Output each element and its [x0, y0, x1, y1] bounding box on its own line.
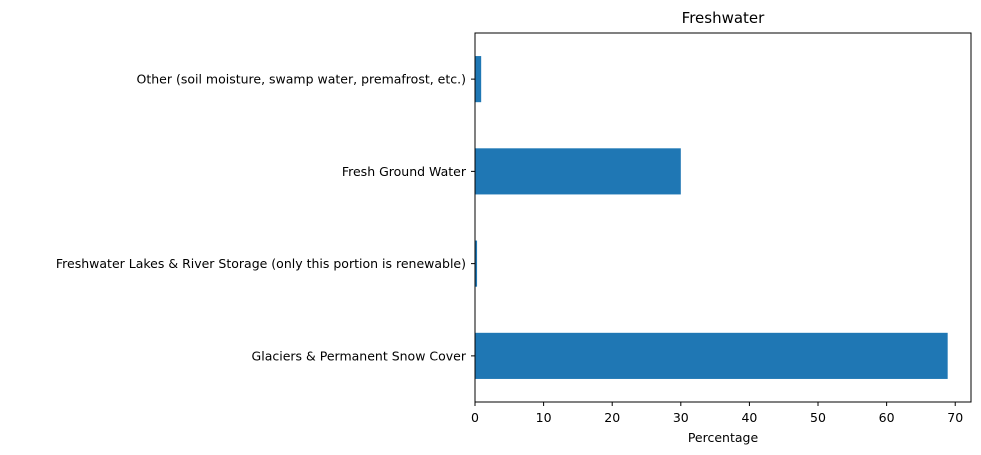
bar-3	[475, 56, 482, 103]
plot-frame	[474, 32, 972, 403]
x-tick-label-5: 50	[810, 410, 826, 425]
x-tick-label-0: 0	[471, 410, 479, 425]
chart-title: Freshwater	[682, 9, 765, 27]
y-axis-ticks: Glaciers & Permanent Snow Cover Freshwate…	[56, 72, 475, 363]
x-axis-ticks: 0 10 20 30 40 50 60 70	[471, 402, 963, 425]
x-axis-label: Percentage	[688, 430, 759, 445]
x-tick-label-6: 60	[879, 410, 895, 425]
x-tick-label-3: 30	[673, 410, 689, 425]
y-tick-label-1: Freshwater Lakes & River Storage (only t…	[56, 256, 466, 271]
y-tick-label-2: Fresh Ground Water	[342, 164, 467, 179]
x-tick-label-1: 10	[536, 410, 552, 425]
bars-layer	[475, 56, 948, 379]
x-tick-label-7: 70	[947, 410, 963, 425]
y-tick-label-3: Other (soil moisture, swamp water, prema…	[136, 72, 466, 87]
bar-0	[475, 332, 948, 379]
x-tick-label-2: 20	[604, 410, 620, 425]
bar-2	[475, 148, 681, 195]
y-tick-label-0: Glaciers & Permanent Snow Cover	[252, 348, 467, 363]
bar-1	[475, 240, 478, 287]
x-tick-label-4: 40	[741, 410, 757, 425]
